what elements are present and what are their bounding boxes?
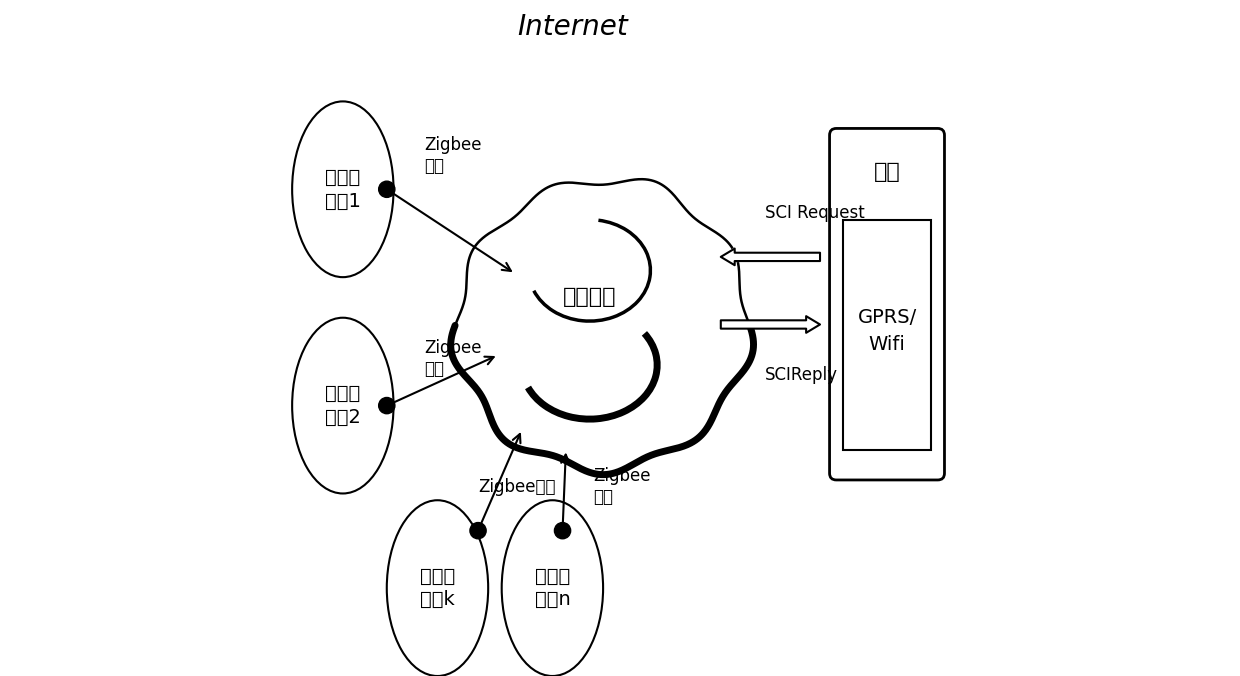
Text: GPRS/
Wifi: GPRS/ Wifi <box>857 308 916 354</box>
Text: 手机: 手机 <box>874 162 900 183</box>
Text: 机器人云: 机器人云 <box>563 287 616 308</box>
FancyArrowPatch shape <box>720 249 820 265</box>
Text: Zigbee协议: Zigbee协议 <box>479 478 556 496</box>
Polygon shape <box>450 179 754 475</box>
Ellipse shape <box>502 500 603 676</box>
Text: SCI Request: SCI Request <box>765 204 866 222</box>
Text: Zigbee
协议: Zigbee 协议 <box>424 339 481 378</box>
FancyArrowPatch shape <box>720 249 820 265</box>
Text: Internet: Internet <box>517 13 627 41</box>
Text: 仿人机
器人1: 仿人机 器人1 <box>325 168 361 210</box>
Ellipse shape <box>387 500 489 676</box>
Circle shape <box>554 523 570 539</box>
FancyBboxPatch shape <box>843 220 931 450</box>
FancyBboxPatch shape <box>830 128 945 480</box>
Text: 仿人机
器人k: 仿人机 器人k <box>420 567 455 609</box>
Circle shape <box>378 181 394 197</box>
Text: 仿人机
器人2: 仿人机 器人2 <box>325 385 361 427</box>
Circle shape <box>470 523 486 539</box>
Text: Zigbee
协议: Zigbee 协议 <box>424 136 481 175</box>
Text: 仿人机
器人n: 仿人机 器人n <box>534 567 570 609</box>
Ellipse shape <box>293 318 393 493</box>
Text: Zigbee
协议: Zigbee 协议 <box>593 467 651 506</box>
Ellipse shape <box>293 101 393 277</box>
Text: SCIReply: SCIReply <box>765 366 838 384</box>
Circle shape <box>378 397 394 414</box>
FancyArrowPatch shape <box>720 316 820 333</box>
